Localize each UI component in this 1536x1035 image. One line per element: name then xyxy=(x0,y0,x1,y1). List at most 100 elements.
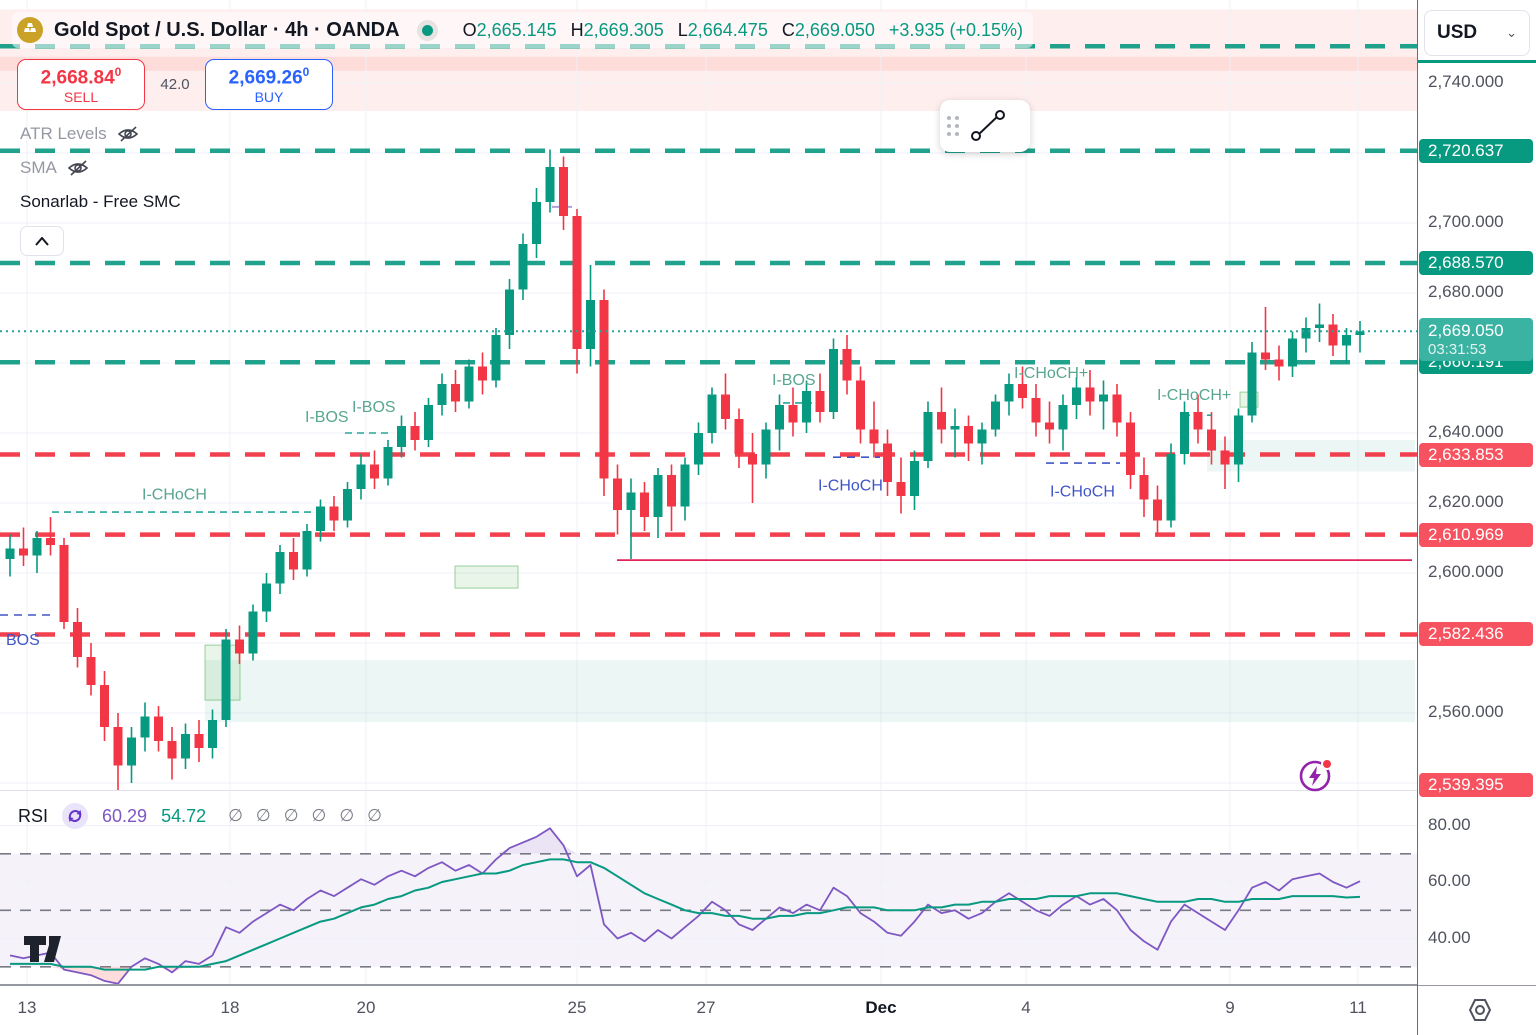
candle[interactable] xyxy=(545,149,555,213)
drag-handle[interactable] xyxy=(940,116,966,136)
candle[interactable] xyxy=(1058,394,1068,451)
candle[interactable] xyxy=(451,370,460,412)
candle[interactable] xyxy=(86,643,96,696)
candle[interactable] xyxy=(694,422,703,476)
candle[interactable] xyxy=(356,454,366,500)
candle[interactable] xyxy=(275,545,285,594)
candle[interactable] xyxy=(1342,328,1351,363)
candle[interactable] xyxy=(1072,377,1081,419)
candle[interactable] xyxy=(802,380,811,434)
candle[interactable] xyxy=(788,387,798,437)
candle[interactable] xyxy=(127,727,136,783)
candle[interactable] xyxy=(424,398,433,447)
candle[interactable] xyxy=(613,464,622,535)
candle[interactable] xyxy=(1328,314,1338,356)
indicator-name[interactable]: Sonarlab - Free SMC xyxy=(20,192,181,211)
candle[interactable] xyxy=(262,573,271,622)
candle[interactable] xyxy=(748,433,757,503)
candle[interactable] xyxy=(815,373,825,423)
candle[interactable] xyxy=(1355,321,1365,353)
candle[interactable] xyxy=(599,289,609,497)
time-axis[interactable]: 13 18 20 25 27 Dec 4 9 11 xyxy=(0,986,1417,1035)
candle[interactable] xyxy=(194,720,204,762)
indicator-name[interactable]: SMA xyxy=(20,158,57,177)
candle[interactable] xyxy=(1153,485,1162,535)
candle[interactable] xyxy=(5,534,15,577)
candle[interactable] xyxy=(1301,317,1311,353)
candle[interactable] xyxy=(856,366,865,444)
candle[interactable] xyxy=(248,604,258,661)
candle[interactable] xyxy=(1085,370,1095,416)
candle[interactable] xyxy=(1261,307,1270,370)
candle[interactable] xyxy=(181,723,190,770)
candle[interactable] xyxy=(100,671,109,741)
candle[interactable] xyxy=(829,338,838,420)
candle[interactable] xyxy=(302,524,312,577)
candle[interactable] xyxy=(1126,412,1135,489)
candle[interactable] xyxy=(842,335,852,395)
candle[interactable] xyxy=(1004,373,1014,416)
candle[interactable] xyxy=(73,608,82,668)
candle[interactable] xyxy=(883,429,892,497)
candle[interactable] xyxy=(910,450,919,511)
market-status-dot[interactable] xyxy=(421,24,433,36)
candle[interactable] xyxy=(410,412,420,451)
buy-button[interactable]: 2,669.260 BUY xyxy=(205,59,333,110)
candle[interactable] xyxy=(154,706,163,752)
sell-button[interactable]: 2,668.840 SELL xyxy=(17,59,145,110)
rsi-title[interactable]: RSI xyxy=(18,805,49,826)
candle[interactable] xyxy=(329,496,339,531)
price-axis[interactable]: USD ⌄ 2,740.000 2,700.000 2,680.000 2,640.0… xyxy=(1418,0,1536,985)
instant-order-icon[interactable] xyxy=(1295,752,1339,796)
candle[interactable] xyxy=(869,401,879,458)
candle[interactable] xyxy=(1112,384,1122,437)
candle[interactable] xyxy=(707,387,717,444)
candle[interactable] xyxy=(761,422,771,479)
candle[interactable] xyxy=(437,373,447,416)
candle[interactable] xyxy=(950,408,960,458)
candle[interactable] xyxy=(923,401,933,469)
candle[interactable] xyxy=(991,394,1000,437)
candle[interactable] xyxy=(1139,457,1149,518)
symbol-title[interactable]: Gold Spot / U.S. Dollar · 4h · OANDA xyxy=(54,18,400,41)
candle[interactable] xyxy=(1166,443,1176,528)
candle[interactable] xyxy=(559,156,568,231)
candle[interactable] xyxy=(977,422,987,465)
candle[interactable] xyxy=(1207,412,1216,465)
candle[interactable] xyxy=(464,359,474,409)
candle[interactable] xyxy=(896,457,906,514)
candle[interactable] xyxy=(586,265,595,367)
candle[interactable] xyxy=(32,531,42,573)
candle[interactable] xyxy=(1193,394,1203,444)
candle[interactable] xyxy=(937,387,946,444)
candle[interactable] xyxy=(680,457,690,521)
candle[interactable] xyxy=(316,499,325,542)
eye-hidden-icon[interactable] xyxy=(67,159,89,177)
candle[interactable] xyxy=(734,408,744,469)
candle[interactable] xyxy=(626,478,636,560)
candle[interactable] xyxy=(478,352,487,395)
candle[interactable] xyxy=(383,440,393,486)
candle[interactable] xyxy=(235,625,244,665)
candle[interactable] xyxy=(1234,408,1243,483)
collapse-legend-button[interactable] xyxy=(20,226,64,256)
candle[interactable] xyxy=(721,373,730,430)
candle[interactable] xyxy=(1031,384,1041,437)
indicator-name[interactable]: ATR Levels xyxy=(20,124,107,143)
candle[interactable] xyxy=(370,450,379,490)
candle[interactable] xyxy=(653,468,663,538)
tradingview-logo[interactable] xyxy=(22,930,70,971)
candle[interactable] xyxy=(505,279,514,349)
candle[interactable] xyxy=(140,702,150,752)
candle[interactable] xyxy=(221,629,231,727)
candle[interactable] xyxy=(113,713,123,790)
candle[interactable] xyxy=(1274,345,1284,381)
candle[interactable] xyxy=(59,538,69,629)
candle[interactable] xyxy=(46,517,55,556)
candle[interactable] xyxy=(1018,366,1027,409)
candle[interactable] xyxy=(518,233,528,301)
candle[interactable] xyxy=(397,415,406,458)
candle[interactable] xyxy=(640,482,649,531)
candle[interactable] xyxy=(532,188,541,258)
